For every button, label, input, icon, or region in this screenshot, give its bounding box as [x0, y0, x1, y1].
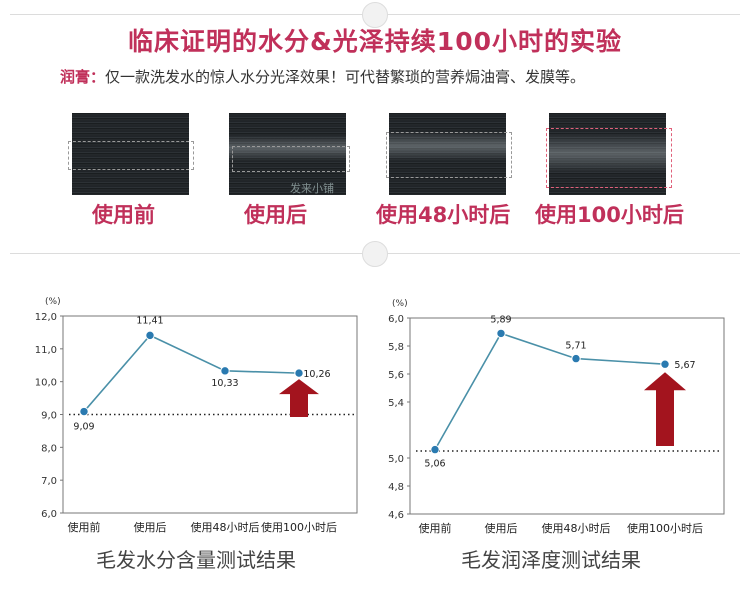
- y-tick-label: 9,0: [41, 411, 57, 422]
- unit-label: (%): [392, 299, 408, 309]
- data-label: 9,09: [73, 422, 94, 433]
- swatch-label-100h: 使用100小时后: [535, 203, 684, 227]
- x-tick-label: 使用前: [419, 521, 452, 535]
- moisture-chart: (%) 6,0 7,0 8,0 9,0 10,0 11,0 12,0 使用前 使用后 使用48小时后…: [35, 297, 358, 534]
- x-tick-label: 使用100小时后: [627, 522, 703, 535]
- y-tick-label: 5,6: [388, 370, 404, 381]
- series-line: [434, 332, 666, 450]
- watermark-text: 发来小铺: [290, 182, 334, 195]
- data-point: [79, 406, 89, 417]
- subtitle-highlight: 润膏：: [60, 68, 106, 86]
- y-tick-label: 8,0: [41, 443, 57, 454]
- swatch-label-48h: 使用48小时后: [376, 203, 511, 227]
- hair-swatch-after: [229, 113, 346, 195]
- data-label: 11,41: [136, 315, 163, 326]
- swatch-label-before: 使用前: [92, 203, 155, 227]
- x-tick-label: 使用前: [68, 520, 101, 534]
- data-point: [571, 353, 581, 364]
- data-point: [496, 328, 506, 339]
- data-label: 5,71: [565, 341, 586, 352]
- hair-swatch-48h: [389, 113, 506, 195]
- data-label: 5,89: [490, 314, 511, 325]
- data-point: [430, 444, 440, 455]
- page-title: 临床证明的水分&光泽持续100小时的实验: [128, 27, 622, 56]
- data-point: [220, 366, 230, 376]
- data-label: 5,06: [424, 459, 445, 470]
- swatch-highlight-box: [68, 141, 194, 170]
- increase-arrow-icon: [644, 372, 686, 446]
- x-tick-label: 使用后: [134, 521, 167, 534]
- y-tick-label: 5,4: [388, 398, 404, 409]
- swatch-highlight-box: [546, 128, 672, 188]
- page-subtitle: 润膏：仅一款洗发水的惊人水分光泽效果！可代替繁琐的营养焗油膏、发膜等。: [60, 66, 585, 87]
- x-tick-label: 使用后: [485, 522, 518, 535]
- data-label: 5,67: [674, 360, 695, 371]
- data-label: 10,33: [211, 378, 238, 389]
- y-tick-label: 6,0: [388, 314, 404, 325]
- gloss-chart-title: 毛发润泽度测试结果: [461, 548, 641, 572]
- y-tick-label: 5,0: [388, 454, 404, 465]
- ornament-icon: [362, 2, 388, 28]
- unit-label: (%): [45, 297, 61, 307]
- ornament-icon: [362, 241, 388, 267]
- y-tick-label: 7,0: [41, 476, 57, 487]
- swatch-label-after: 使用后: [244, 203, 307, 227]
- subtitle-text: 仅一款洗发水的惊人水分光泽效果！可代替繁琐的营养焗油膏、发膜等。: [105, 68, 586, 86]
- data-label: 10,26: [303, 369, 330, 380]
- x-tick-label: 使用48小时后: [542, 522, 611, 535]
- plot-frame: [409, 317, 725, 515]
- data-point: [294, 368, 304, 378]
- swatch-highlight-box: [232, 146, 350, 172]
- data-point: [660, 359, 670, 369]
- y-tick-label: 6,0: [41, 509, 57, 520]
- increase-arrow-icon: [279, 379, 319, 417]
- y-tick-label: 4,8: [388, 482, 404, 493]
- x-tick-label: 使用100小时后: [261, 521, 337, 534]
- y-tick-label: 10,0: [35, 378, 57, 389]
- swatch-highlight-box: [386, 132, 512, 178]
- series-line: [83, 334, 300, 413]
- gloss-chart: (%) 4,6 4,8 5,0 5,4 5,6 5,8 6,0 使用前 使用后 使用48小时后 使用1…: [388, 299, 725, 535]
- hair-swatch-100h: [549, 113, 666, 195]
- y-tick-label: 5,8: [388, 342, 404, 353]
- moisture-chart-title: 毛发水分含量测试结果: [96, 548, 296, 572]
- x-tick-label: 使用48小时后: [191, 521, 260, 534]
- hair-swatch-before: [72, 113, 189, 195]
- y-tick-label: 11,0: [35, 345, 57, 356]
- data-point: [145, 330, 155, 341]
- y-tick-label: 4,6: [388, 510, 404, 521]
- y-tick-label: 12,0: [35, 312, 57, 323]
